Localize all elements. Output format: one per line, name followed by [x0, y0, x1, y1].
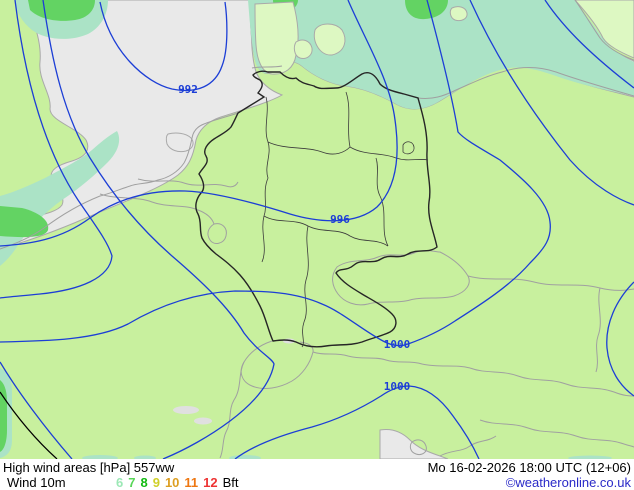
weather-map: 992 996 1000 1000	[0, 0, 634, 459]
isobar-992	[99, 1, 228, 92]
legend-bar: High wind areas [hPa] 557ww Mo 16-02-202…	[0, 459, 634, 490]
zealand-island	[313, 23, 346, 56]
bft-unit: Bft	[222, 475, 239, 490]
legend-row-1: High wind areas [hPa] 557ww Mo 16-02-202…	[0, 460, 634, 475]
land-light-patches	[254, 0, 634, 75]
isobar-line	[606, 281, 634, 397]
isobar-label-1000-b: 1000	[384, 380, 411, 393]
isobar-label-1000-a: 1000	[384, 338, 411, 351]
isobar-label-992: 992	[178, 83, 198, 96]
country-borders	[0, 0, 634, 459]
isobar-label-996: 996	[330, 213, 350, 226]
bft-value-12: 12	[203, 475, 218, 490]
front-line	[0, 391, 58, 459]
copyright[interactable]: ©weatheronline.co.uk	[505, 475, 631, 490]
bft-value-10: 10	[164, 475, 180, 490]
isobar-line	[0, 361, 73, 459]
isobar-line	[0, 0, 113, 299]
map-canvas: 992 996 1000 1000	[0, 0, 634, 459]
bft-value-9: 9	[152, 475, 160, 490]
adriatic-sea	[379, 429, 449, 459]
funen-island	[293, 39, 313, 59]
isobar-line	[544, 0, 634, 89]
isobar-996	[0, 0, 398, 247]
bft-value-11: 11	[184, 475, 199, 490]
timestamp: Mo 16-02-2026 18:00 UTC (12+06)	[427, 460, 631, 475]
ijsselmeer	[165, 132, 194, 153]
sweden	[574, 0, 634, 59]
bft-scale: 6 7 8 9 10 11 12 Bft	[116, 475, 244, 490]
isobar-1000-south	[234, 385, 480, 459]
isobar-1000-north	[0, 0, 551, 347]
bft-value-7: 7	[128, 475, 136, 490]
isobar-line	[42, 0, 275, 459]
jutland	[254, 1, 299, 75]
germany-border	[195, 70, 438, 348]
legend-row-2: Wind 10m 6 7 8 9 10 11 12 Bft ©weatheronline.co…	[0, 475, 634, 490]
baltic-patch	[449, 6, 468, 22]
isobar-labels: 992 996 1000 1000	[178, 83, 410, 393]
isobars	[0, 0, 634, 459]
bft-value-8: 8	[140, 475, 148, 490]
isobar-line	[469, 0, 634, 206]
german-state-borders	[261, 91, 429, 348]
wind-level-label: Wind 10m	[7, 475, 66, 490]
bft-value-6: 6	[116, 475, 124, 490]
map-title: High wind areas [hPa] 557ww	[3, 460, 175, 475]
